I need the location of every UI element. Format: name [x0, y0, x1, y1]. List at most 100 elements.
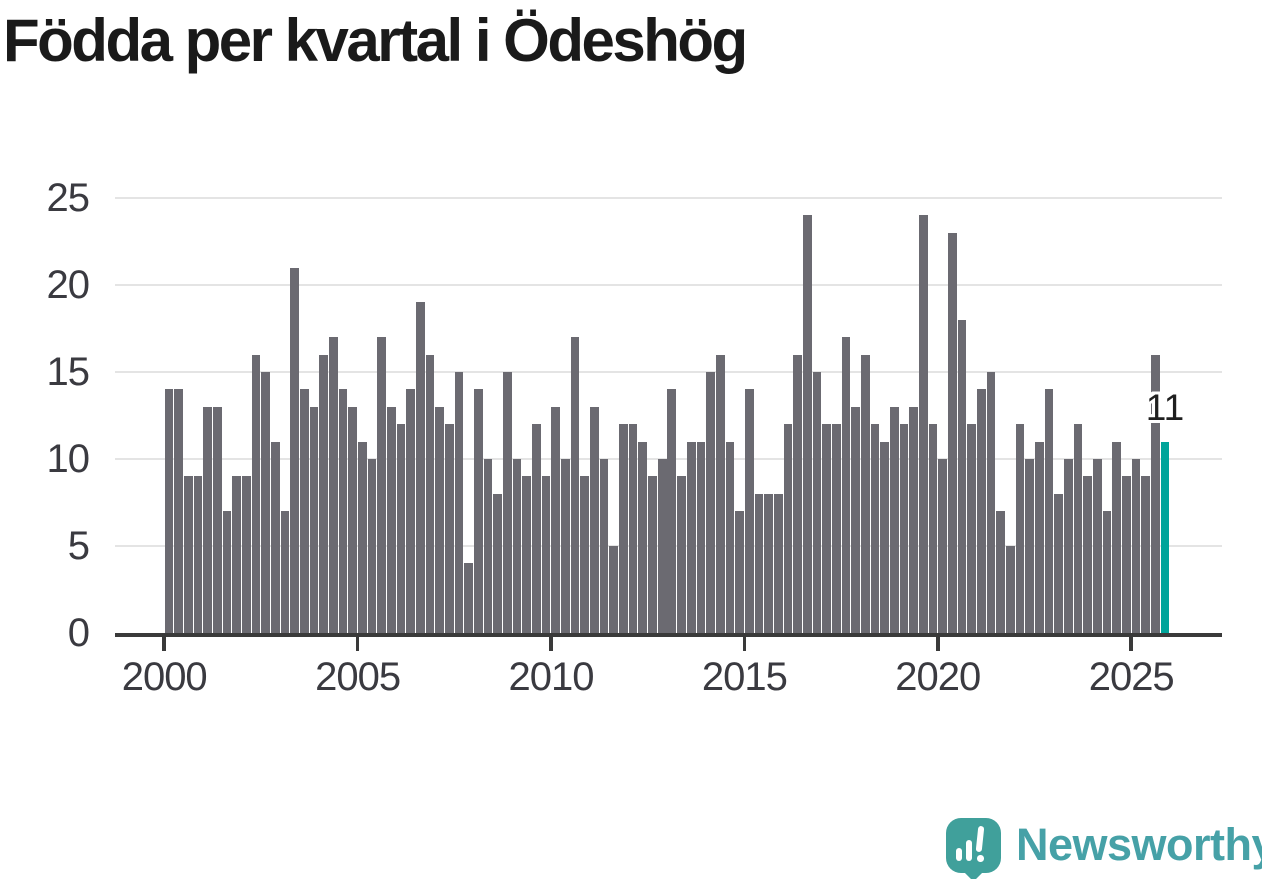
newsworthy-speech-bubble-chart-icon	[946, 817, 1001, 873]
x-axis-label-2005: 2005	[315, 655, 401, 699]
logo-exclamation-bar	[975, 825, 985, 852]
bar	[203, 406, 213, 633]
bar	[396, 424, 406, 633]
bar	[222, 511, 232, 633]
y-axis-label-5: 5	[67, 524, 90, 568]
gridline-15	[115, 371, 1222, 373]
bar-highlighted-latest-quarter	[1160, 441, 1170, 633]
bar	[831, 424, 841, 633]
newsworthy-logo: Newsworthy	[946, 814, 1262, 876]
bar	[1141, 476, 1150, 633]
bar	[512, 459, 522, 633]
bar	[464, 563, 474, 633]
bar	[193, 476, 203, 633]
gridline-20	[115, 284, 1222, 286]
bar	[1083, 476, 1092, 633]
bar	[561, 459, 570, 633]
bar	[1131, 459, 1141, 633]
x-tick-2005	[355, 636, 360, 651]
bar	[648, 476, 657, 633]
bar	[493, 493, 503, 633]
bar	[483, 459, 493, 633]
bar	[657, 459, 667, 633]
y-axis-label-0: 0	[67, 611, 90, 655]
bar	[793, 354, 802, 633]
bar	[1102, 511, 1112, 633]
bar	[841, 337, 851, 633]
x-tick-2015	[742, 636, 747, 651]
bar	[435, 406, 445, 633]
x-axis-line	[115, 633, 1222, 637]
bar	[261, 372, 271, 633]
x-axis-label-2010: 2010	[508, 655, 595, 699]
y-axis-label-10: 10	[46, 437, 91, 481]
logo-exclamation-dot	[977, 855, 984, 862]
bar	[783, 424, 793, 633]
chart-title: Födda per kvartal i Ödeshög	[3, 7, 748, 74]
bar	[764, 493, 773, 633]
bar	[1015, 424, 1025, 633]
bar	[174, 389, 183, 633]
bar	[889, 406, 899, 633]
y-axis-label-25: 25	[46, 176, 91, 220]
bar	[329, 337, 338, 633]
bar	[454, 372, 464, 633]
bar	[1092, 459, 1102, 633]
bar	[338, 389, 348, 633]
bar	[416, 302, 425, 633]
bar	[1073, 424, 1083, 633]
bar	[851, 406, 860, 633]
bar	[271, 441, 280, 633]
bar	[686, 441, 696, 633]
bar	[918, 215, 928, 633]
bar	[580, 476, 590, 633]
bar	[715, 354, 725, 633]
bar	[1034, 441, 1044, 633]
bar	[735, 511, 744, 633]
x-tick-2025	[1129, 636, 1133, 651]
bar	[551, 406, 561, 633]
bar	[232, 476, 242, 633]
bar	[957, 319, 967, 633]
bar	[706, 372, 715, 633]
bar	[628, 424, 638, 633]
x-axis-label-2015: 2015	[701, 655, 788, 699]
bar	[290, 267, 300, 633]
bar	[599, 459, 609, 633]
bar	[986, 372, 996, 633]
bar	[522, 476, 532, 633]
last-value-label: 11	[1145, 387, 1185, 428]
x-tick-2000	[162, 636, 166, 651]
bar	[667, 389, 677, 633]
bar	[377, 337, 387, 633]
x-axis-label-2000: 2000	[121, 655, 208, 699]
bar	[1054, 493, 1063, 633]
bar	[619, 424, 628, 633]
bar	[1063, 459, 1073, 633]
x-tick-2020	[936, 636, 940, 651]
logo-bar-medium	[966, 839, 972, 861]
bar	[590, 406, 599, 633]
bar	[319, 354, 329, 633]
bar	[725, 441, 735, 633]
bar	[474, 389, 483, 633]
bar	[280, 511, 290, 633]
x-axis-label-2025: 2025	[1088, 655, 1175, 699]
y-axis-label-15: 15	[46, 350, 91, 394]
gridline-25	[115, 197, 1222, 199]
bar	[1121, 476, 1131, 633]
bar	[976, 389, 986, 633]
bar	[996, 511, 1005, 633]
bar	[880, 441, 889, 633]
bar	[947, 232, 957, 633]
bar	[773, 493, 783, 633]
bar	[1044, 389, 1054, 633]
x-axis-label-2020: 2020	[895, 655, 981, 699]
bar	[1112, 441, 1121, 633]
bar	[445, 424, 454, 633]
bar	[860, 354, 870, 633]
bar	[928, 424, 938, 633]
bar	[638, 441, 648, 633]
